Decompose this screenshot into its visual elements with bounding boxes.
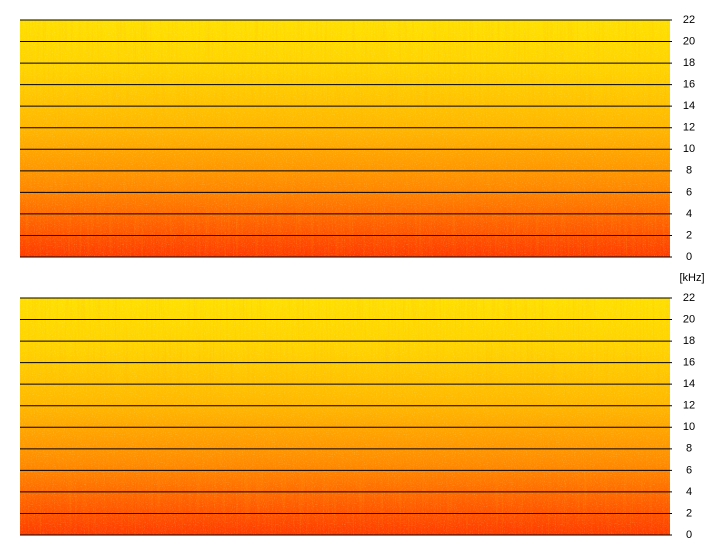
y-tick-label: 22 [683, 14, 695, 26]
y-tick-label: 20 [683, 313, 695, 325]
spectrogram-speckle [20, 20, 670, 257]
y-tick-label: 12 [683, 400, 695, 412]
y-tick-label: 8 [686, 165, 692, 177]
y-tick-label: 10 [683, 421, 695, 433]
y-tick-label: 10 [683, 143, 695, 155]
y-tick-label: 18 [683, 57, 695, 69]
y-tick-label: 2 [686, 507, 692, 519]
y-tick-label: 14 [683, 100, 695, 112]
y-tick-label: 18 [683, 335, 695, 347]
y-tick-label: 6 [686, 464, 692, 476]
y-tick-label: 20 [683, 35, 695, 47]
y-tick-label: 2 [686, 229, 692, 241]
y-axis-unit: [kHz] [679, 272, 704, 284]
y-tick-label: 16 [683, 357, 695, 369]
y-tick-label: 14 [683, 378, 695, 390]
y-tick-label: 6 [686, 186, 692, 198]
y-tick-label: 8 [686, 443, 692, 455]
y-tick-label: 0 [686, 529, 692, 541]
y-tick-label: 22 [683, 292, 695, 304]
y-tick-label: 16 [683, 79, 695, 91]
y-tick-label: 4 [686, 208, 692, 220]
y-tick-label: 12 [683, 122, 695, 134]
y-tick-label: 4 [686, 486, 692, 498]
y-tick-label: 0 [686, 251, 692, 263]
spectrogram-speckle [20, 298, 670, 535]
